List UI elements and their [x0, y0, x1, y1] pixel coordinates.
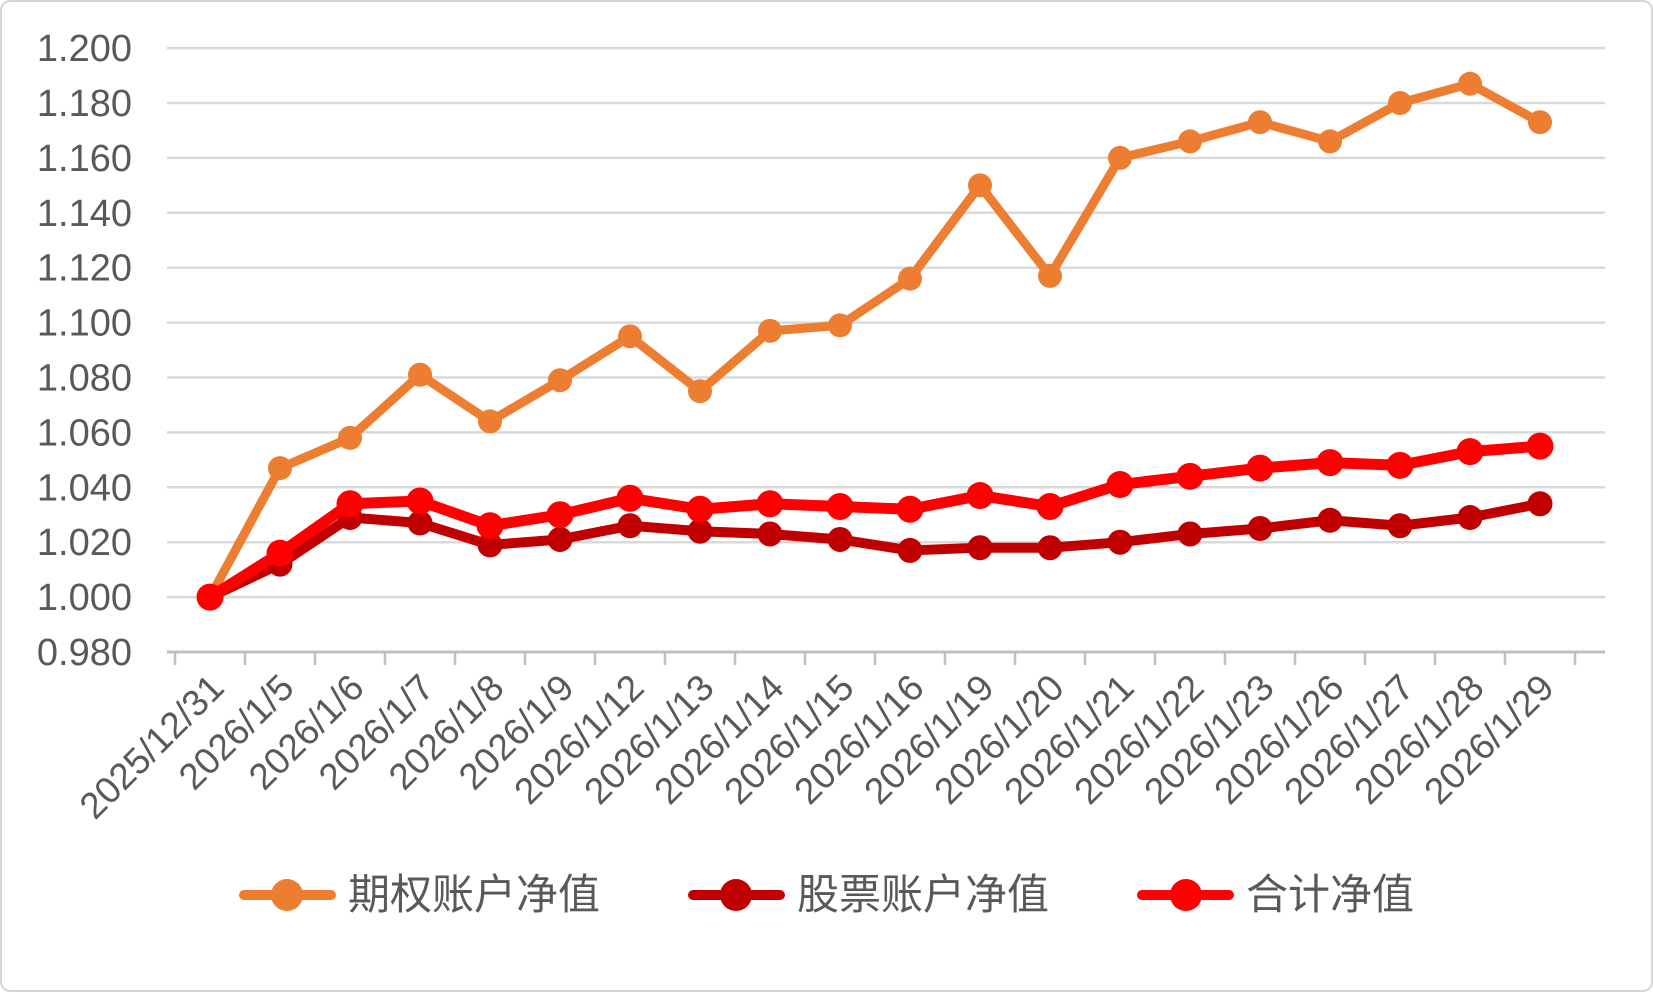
series-1-marker-8 [757, 521, 783, 547]
series-2-marker-2 [336, 490, 364, 518]
series-2-marker-6 [616, 484, 644, 512]
series-2-marker-19 [1526, 432, 1554, 460]
series-0-marker-5 [548, 368, 572, 393]
series-1-marker-15 [1247, 515, 1273, 541]
series-1-marker-7 [687, 518, 713, 544]
series-2-marker-9 [826, 493, 854, 521]
series-1-marker-14 [1177, 521, 1203, 547]
series-0-marker-3 [408, 362, 432, 387]
series-0-marker-10 [898, 266, 922, 291]
y-axis-tick-label: 1.180 [37, 83, 132, 125]
series-0-marker-17 [1388, 91, 1412, 115]
series-2-marker-11 [966, 482, 994, 510]
series-0-marker-6 [618, 324, 642, 349]
series-0-marker-1 [268, 456, 292, 481]
series-2-marker-3 [406, 487, 434, 515]
y-axis-tick-label: 1.000 [37, 577, 132, 619]
series-1-marker-11 [967, 535, 993, 561]
y-axis-tick-label: 1.120 [37, 248, 132, 290]
series-2-marker-0 [196, 583, 224, 611]
series-0-marker-9 [828, 313, 852, 338]
series-2-marker-4 [476, 512, 504, 540]
series-line-0 [205, 79, 1545, 602]
y-axis-tick-label: 1.160 [37, 138, 132, 180]
series-2-marker-14 [1176, 462, 1204, 490]
series-1-marker-16 [1317, 507, 1343, 533]
series-0-marker-13 [1108, 145, 1132, 170]
series-2-marker-1 [266, 539, 294, 567]
series-2-marker-12 [1036, 493, 1064, 521]
series-0-marker-19 [1528, 110, 1552, 135]
y-axis-tick-label: 1.140 [37, 193, 132, 235]
series-1-marker-10 [897, 537, 923, 563]
y-axis-tick-label: 1.040 [37, 467, 132, 509]
series-0-marker-15 [1248, 110, 1272, 135]
y-axis-tick-label: 1.020 [37, 522, 132, 564]
series-0-marker-2 [338, 425, 362, 450]
series-1-marker-3 [407, 510, 433, 536]
series-1-marker-13 [1107, 529, 1133, 555]
series-0-marker-18 [1458, 71, 1482, 96]
series-2-marker-15 [1246, 454, 1274, 482]
y-axis-tick-label: 0.980 [37, 632, 132, 674]
series-2-marker-13 [1106, 471, 1134, 499]
series-2-marker-5 [546, 501, 574, 529]
series-2-marker-10 [896, 495, 924, 523]
series-1-marker-19 [1527, 491, 1553, 517]
y-axis-tick-label: 1.060 [37, 412, 132, 454]
series-1-marker-18 [1457, 504, 1483, 530]
series-0-marker-4 [478, 409, 502, 434]
series-2-marker-7 [686, 495, 714, 523]
y-axis-tick-label: 1.080 [37, 358, 132, 400]
series-2-marker-8 [756, 490, 784, 518]
series-1-marker-5 [547, 526, 573, 552]
series-1-marker-12 [1037, 535, 1063, 561]
series-1-marker-17 [1387, 513, 1413, 539]
series-0-marker-14 [1178, 129, 1202, 154]
y-axis-tick-label: 1.100 [37, 303, 132, 345]
y-axis-tick-label: 1.200 [37, 28, 132, 70]
series-0-marker-12 [1038, 263, 1062, 288]
series-2-marker-18 [1456, 438, 1484, 466]
series-1-marker-4 [477, 532, 503, 558]
series-0-marker-8 [758, 318, 782, 343]
series-1-marker-9 [827, 526, 853, 552]
series-2-marker-17 [1386, 451, 1414, 479]
series-0-marker-16 [1318, 129, 1342, 154]
series-1-marker-6 [617, 513, 643, 539]
series-2-marker-16 [1316, 449, 1344, 477]
series-0-marker-11 [968, 173, 992, 198]
series-0-marker-7 [688, 379, 712, 404]
